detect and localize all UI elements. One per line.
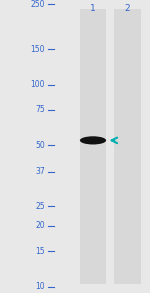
Text: 25: 25 (35, 202, 45, 211)
Text: 250: 250 (30, 0, 45, 9)
Text: 37: 37 (35, 167, 45, 176)
Text: 20: 20 (35, 221, 45, 230)
Bar (114, 9, 141, 284)
Text: 15: 15 (35, 246, 45, 255)
Text: 100: 100 (30, 80, 45, 89)
Text: 150: 150 (30, 45, 45, 54)
Text: 2: 2 (125, 4, 130, 13)
Text: 50: 50 (35, 141, 45, 150)
Text: 10: 10 (35, 282, 45, 291)
Text: 75: 75 (35, 105, 45, 115)
Ellipse shape (80, 136, 106, 144)
Text: 1: 1 (90, 4, 96, 13)
Bar (80, 9, 106, 284)
